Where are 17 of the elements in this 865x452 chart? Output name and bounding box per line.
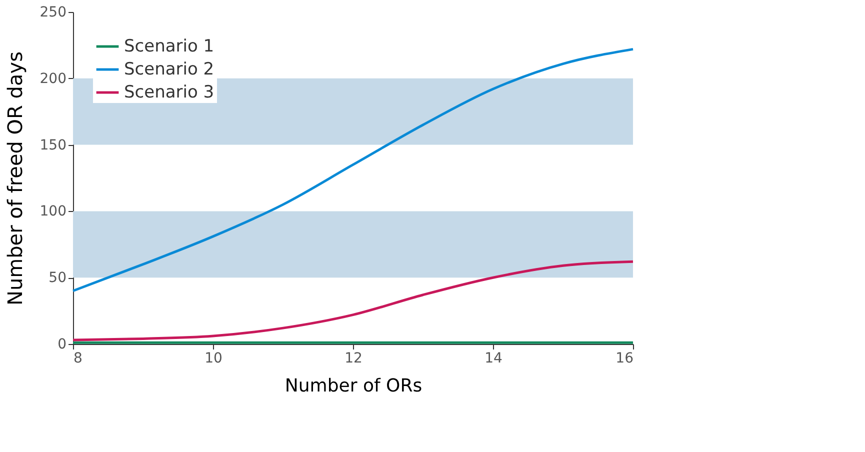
x-tick-label: 12 xyxy=(344,350,362,366)
x-axis-title: Number of ORs xyxy=(284,376,422,396)
y-tick-label: 250 xyxy=(40,4,66,20)
y-tick-label: 200 xyxy=(40,70,66,87)
y-tick-label: 100 xyxy=(40,204,66,220)
legend-label: Scenario 1 xyxy=(124,36,214,56)
x-tick-label: 16 xyxy=(616,350,634,366)
legend-label: Scenario 3 xyxy=(124,82,214,102)
y-axis-title: Number of freed OR days xyxy=(2,51,27,306)
line-series xyxy=(72,260,634,342)
y-tick-label: 150 xyxy=(40,137,66,154)
y-tick-label: 50 xyxy=(48,270,66,286)
legend-label: Scenario 2 xyxy=(124,60,214,80)
x-tick-label: 8 xyxy=(74,350,82,366)
x-tick-label: 10 xyxy=(204,350,222,366)
x-tick-label: 14 xyxy=(484,350,502,366)
y-tick-label: 0 xyxy=(58,336,66,352)
